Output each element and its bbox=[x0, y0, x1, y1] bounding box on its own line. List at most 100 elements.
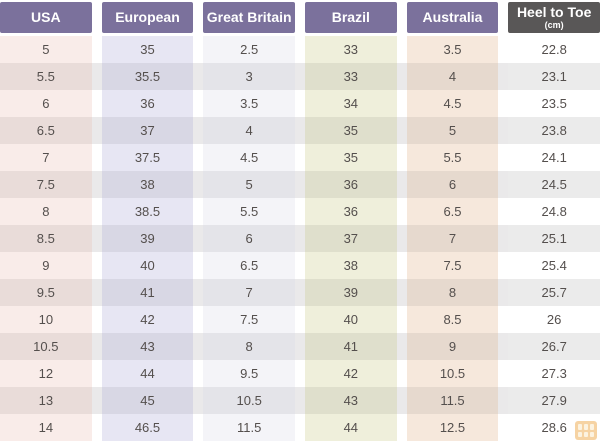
size-cell: 23.8 bbox=[508, 117, 600, 144]
size-cell: 4 bbox=[406, 63, 499, 90]
size-cell: 3.5 bbox=[406, 36, 499, 63]
size-cell: 13 bbox=[0, 387, 92, 414]
column-header-label: Great Britain bbox=[206, 9, 292, 26]
size-cell: 41 bbox=[101, 279, 194, 306]
column-header-label: Brazil bbox=[331, 9, 370, 26]
size-cell: 7 bbox=[203, 279, 295, 306]
size-cell: 12 bbox=[0, 360, 92, 387]
size-cell: 6 bbox=[0, 90, 92, 117]
size-cell: 27.3 bbox=[508, 360, 600, 387]
column-header-brazil: Brazil bbox=[304, 2, 397, 33]
size-cell: 37 bbox=[304, 225, 397, 252]
size-cell: 45 bbox=[101, 387, 194, 414]
size-cell: 23.5 bbox=[508, 90, 600, 117]
size-cell: 36 bbox=[101, 90, 194, 117]
table-row: 7.5 38 5 36 6 24.5 bbox=[0, 171, 600, 198]
column-header-sublabel: (cm) bbox=[544, 19, 564, 30]
size-cell: 43 bbox=[304, 387, 397, 414]
size-cell: 33 bbox=[304, 36, 397, 63]
size-cell: 8 bbox=[0, 198, 92, 225]
size-cell: 27.9 bbox=[508, 387, 600, 414]
size-cell: 26 bbox=[508, 306, 600, 333]
column-header-great-britain: Great Britain bbox=[203, 2, 295, 33]
size-cell: 5.5 bbox=[203, 198, 295, 225]
size-cell: 7.5 bbox=[203, 306, 295, 333]
size-cell: 5 bbox=[406, 117, 499, 144]
size-cell: 4.5 bbox=[203, 144, 295, 171]
column-header-label: USA bbox=[31, 9, 61, 26]
size-cell: 39 bbox=[304, 279, 397, 306]
size-cell: 46.5 bbox=[101, 414, 194, 441]
size-cell: 2.5 bbox=[203, 36, 295, 63]
size-cell: 25.4 bbox=[508, 252, 600, 279]
size-cell: 40 bbox=[101, 252, 194, 279]
size-cell: 25.7 bbox=[508, 279, 600, 306]
size-cell: 6.5 bbox=[0, 117, 92, 144]
table-row: 5 35 2.5 33 3.5 22.8 bbox=[0, 36, 600, 63]
table-row: 9.5 41 7 39 8 25.7 bbox=[0, 279, 600, 306]
size-cell: 8 bbox=[406, 279, 499, 306]
size-cell: 35.5 bbox=[101, 63, 194, 90]
size-cell: 38 bbox=[101, 171, 194, 198]
size-cell: 10 bbox=[0, 306, 92, 333]
size-cell: 6.5 bbox=[406, 198, 499, 225]
size-cell: 37 bbox=[101, 117, 194, 144]
size-cell: 24.1 bbox=[508, 144, 600, 171]
size-cell: 34 bbox=[304, 90, 397, 117]
table-row: 10.5 43 8 41 9 26.7 bbox=[0, 333, 600, 360]
size-cell: 7.5 bbox=[0, 171, 92, 198]
table-body: 5 35 2.5 33 3.5 22.8 5.5 35.5 3 33 4 23.1 6 36 3.5 34 4.… bbox=[0, 36, 600, 441]
size-cell: 40 bbox=[304, 306, 397, 333]
size-cell: 6 bbox=[406, 171, 499, 198]
size-cell: 42 bbox=[304, 360, 397, 387]
size-cell: 35 bbox=[304, 144, 397, 171]
size-cell: 8.5 bbox=[406, 306, 499, 333]
table-row: 12 44 9.5 42 10.5 27.3 bbox=[0, 360, 600, 387]
column-header-label: European bbox=[115, 9, 180, 26]
size-cell: 8 bbox=[203, 333, 295, 360]
column-header-heel-to-toe: Heel to Toe (cm) bbox=[508, 2, 600, 33]
table-row: 8 38.5 5.5 36 6.5 24.8 bbox=[0, 198, 600, 225]
size-cell: 41 bbox=[304, 333, 397, 360]
size-cell: 11.5 bbox=[203, 414, 295, 441]
size-cell: 10.5 bbox=[203, 387, 295, 414]
size-cell: 38 bbox=[304, 252, 397, 279]
size-cell: 14 bbox=[0, 414, 92, 441]
size-cell: 8.5 bbox=[0, 225, 92, 252]
size-cell: 5 bbox=[203, 171, 295, 198]
table-row: 5.5 35.5 3 33 4 23.1 bbox=[0, 63, 600, 90]
table-row: 7 37.5 4.5 35 5.5 24.1 bbox=[0, 144, 600, 171]
size-cell: 42 bbox=[101, 306, 194, 333]
table-row: 9 40 6.5 38 7.5 25.4 bbox=[0, 252, 600, 279]
size-cell: 37.5 bbox=[101, 144, 194, 171]
size-cell: 44 bbox=[101, 360, 194, 387]
table-row: 6.5 37 4 35 5 23.8 bbox=[0, 117, 600, 144]
size-cell: 43 bbox=[101, 333, 194, 360]
table-row: 8.5 39 6 37 7 25.1 bbox=[0, 225, 600, 252]
column-header-label: Heel to Toe bbox=[516, 3, 592, 20]
size-cell: 11.5 bbox=[406, 387, 499, 414]
size-cell: 7 bbox=[0, 144, 92, 171]
size-cell: 9 bbox=[0, 252, 92, 279]
size-cell: 3.5 bbox=[203, 90, 295, 117]
size-cell: 38.5 bbox=[101, 198, 194, 225]
size-cell: 7.5 bbox=[406, 252, 499, 279]
column-header-australia: Australia bbox=[406, 2, 499, 33]
size-cell: 35 bbox=[101, 36, 194, 63]
size-cell: 6 bbox=[203, 225, 295, 252]
size-cell: 39 bbox=[101, 225, 194, 252]
size-cell: 24.5 bbox=[508, 171, 600, 198]
size-cell: 4 bbox=[203, 117, 295, 144]
size-cell: 5 bbox=[0, 36, 92, 63]
size-cell: 22.8 bbox=[508, 36, 600, 63]
table-row: 13 45 10.5 43 11.5 27.9 bbox=[0, 387, 600, 414]
size-cell: 36 bbox=[304, 171, 397, 198]
size-cell: 24.8 bbox=[508, 198, 600, 225]
column-header-european: European bbox=[101, 2, 194, 33]
watermark-logo-icon bbox=[575, 421, 597, 440]
size-cell: 35 bbox=[304, 117, 397, 144]
size-cell: 36 bbox=[304, 198, 397, 225]
size-cell: 7 bbox=[406, 225, 499, 252]
size-cell: 3 bbox=[203, 63, 295, 90]
